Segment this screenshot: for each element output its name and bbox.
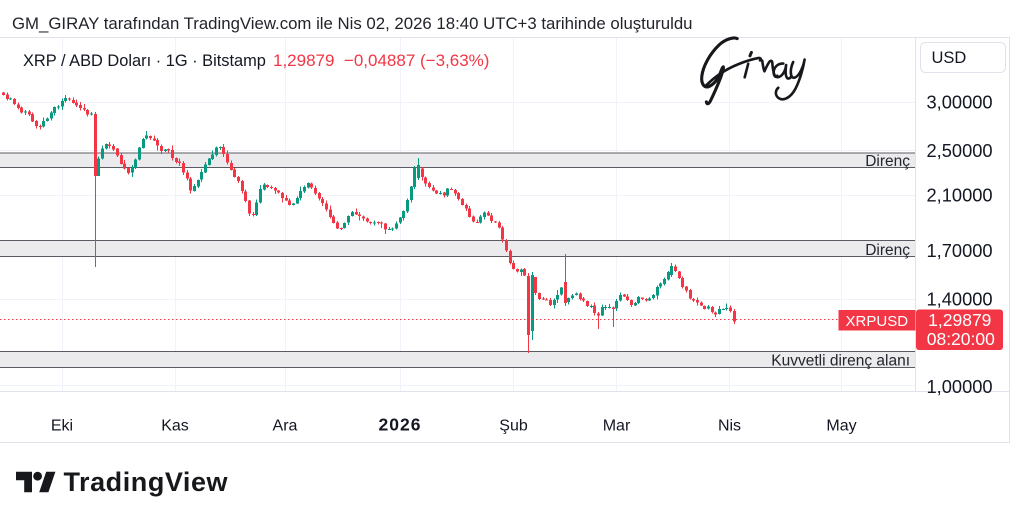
svg-text:Ara: Ara — [273, 418, 298, 435]
svg-text:TradingView: TradingView — [64, 467, 229, 497]
svg-text:Nis: Nis — [718, 418, 741, 435]
svg-text:Direnç: Direnç — [865, 153, 910, 170]
svg-text:1,29879: 1,29879 — [928, 310, 991, 330]
svg-text:Eki: Eki — [51, 418, 73, 435]
svg-text:2,50000: 2,50000 — [927, 140, 993, 161]
svg-text:Mar: Mar — [603, 418, 631, 435]
svg-text:1,40000: 1,40000 — [927, 289, 993, 310]
svg-text:1,70000: 1,70000 — [927, 240, 993, 261]
svg-text:2026: 2026 — [379, 415, 422, 435]
svg-text:XRP / ABD Doları · 1G · Bitsta: XRP / ABD Doları · 1G · Bitstamp — [23, 52, 266, 70]
svg-text:Direnç: Direnç — [865, 242, 910, 259]
svg-text:1,00000: 1,00000 — [927, 376, 993, 397]
svg-text:Kuvvetli direnç alanı: Kuvvetli direnç alanı — [771, 353, 910, 370]
svg-text:USD: USD — [932, 49, 967, 67]
svg-text:May: May — [826, 418, 856, 435]
svg-text:XRPUSD: XRPUSD — [846, 313, 909, 330]
svg-text:Kas: Kas — [161, 418, 189, 435]
svg-text:08:20:00: 08:20:00 — [927, 329, 995, 349]
svg-text:2,10000: 2,10000 — [927, 185, 993, 206]
svg-text:1,29879 −0,04887 (−3,63%): 1,29879 −0,04887 (−3,63%) — [273, 51, 489, 70]
svg-text:GM_GIRAY tarafından TradingVie: GM_GIRAY tarafından TradingView.com ile … — [12, 14, 692, 33]
svg-text:Şub: Şub — [499, 418, 528, 435]
svg-text:3,00000: 3,00000 — [927, 92, 993, 113]
